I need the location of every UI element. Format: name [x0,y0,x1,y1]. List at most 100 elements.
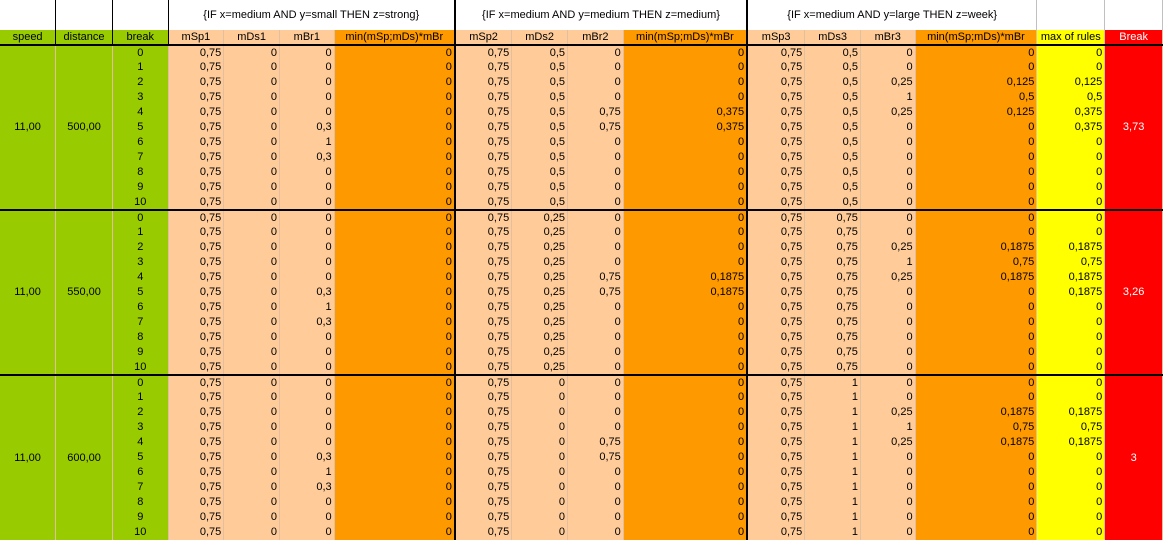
mds3-value[interactable]: 1 [804,480,861,495]
min2-value[interactable]: 0 [623,240,748,255]
mds1-value[interactable]: 0 [223,60,280,75]
msp1-value[interactable]: 0,75 [168,465,225,480]
msp3-value[interactable]: 0,75 [746,150,806,165]
mds3-value[interactable]: 0,75 [804,345,861,360]
mds1-value[interactable]: 0 [223,285,280,300]
mds1-value[interactable]: 0 [223,450,280,465]
min2-value[interactable]: 0 [623,180,748,195]
msp2-value[interactable]: 0,75 [453,465,513,480]
msp2-value[interactable]: 0,75 [453,135,513,150]
msp2-value[interactable]: 0,75 [453,510,513,525]
mbr1-value[interactable]: 0 [279,525,335,540]
min2-value[interactable]: 0 [623,525,748,540]
mbr3-value[interactable]: 0 [860,495,916,510]
min3-value[interactable]: 0 [915,525,1038,540]
msp3-value[interactable]: 0,75 [746,270,806,285]
mbr1-value[interactable]: 0 [279,90,335,105]
msp2-value[interactable]: 0,75 [453,225,513,240]
msp2-value[interactable]: 0,75 [453,240,513,255]
mds2-value[interactable]: 0,25 [511,300,569,315]
mbr2-value[interactable]: 0 [567,315,624,330]
mbr3-value[interactable]: 0,25 [860,75,916,90]
mds2-value[interactable]: 0,25 [511,225,569,240]
mbr3-value[interactable]: 1 [860,255,916,270]
msp3-value[interactable]: 0,75 [746,374,806,390]
mbr2-value[interactable]: 0 [567,465,624,480]
msp3-value[interactable]: 0,75 [746,120,806,135]
min1-value[interactable]: 0 [334,360,456,375]
mds3-value[interactable]: 0,5 [804,90,861,105]
break-value[interactable]: 10 [112,195,169,210]
msp3-value[interactable]: 0,75 [746,450,806,465]
mds1-value[interactable]: 0 [223,75,280,90]
mds3-value[interactable]: 0,75 [804,315,861,330]
msp1-value[interactable]: 0,75 [168,390,225,405]
min3-value[interactable]: 0 [915,450,1038,465]
msp1-value[interactable]: 0,75 [168,495,225,510]
msp3-value[interactable]: 0,75 [746,255,806,270]
mds1-value[interactable]: 0 [223,360,280,375]
msp2-value[interactable]: 0,75 [453,209,513,225]
msp3-value[interactable]: 0,75 [746,435,806,450]
break-value[interactable]: 5 [112,285,169,300]
break-value[interactable]: 1 [112,390,169,405]
msp2-value[interactable]: 0,75 [453,255,513,270]
min2-value[interactable]: 0 [623,435,748,450]
mds2-value[interactable]: 0,25 [511,330,569,345]
min1-value[interactable]: 0 [334,180,456,195]
mbr2-value[interactable]: 0 [567,165,624,180]
mds2-value[interactable]: 0,5 [511,60,569,75]
mbr2-value[interactable]: 0 [567,209,624,225]
break-value[interactable]: 7 [112,150,169,165]
min1-value[interactable]: 0 [334,435,456,450]
min3-value[interactable]: 0,1875 [915,435,1038,450]
mds1-value[interactable]: 0 [223,90,280,105]
max-value[interactable]: 0 [1036,450,1106,465]
msp2-value[interactable]: 0,75 [453,345,513,360]
mds1-value[interactable]: 0 [223,225,280,240]
mbr2-value[interactable]: 0 [567,480,624,495]
mds2-value[interactable]: 0 [511,465,569,480]
min1-value[interactable]: 0 [334,330,456,345]
mbr2-value[interactable]: 0 [567,225,624,240]
mbr3-value[interactable]: 0 [860,150,916,165]
msp2-value[interactable]: 0,75 [453,285,513,300]
msp2-value[interactable]: 0,75 [453,270,513,285]
msp3-value[interactable]: 0,75 [746,510,806,525]
mbr3-value[interactable]: 0 [860,450,916,465]
min1-value[interactable]: 0 [334,60,456,75]
mbr1-value[interactable]: 0 [279,255,335,270]
max-value[interactable]: 0,1875 [1036,405,1106,420]
msp1-value[interactable]: 0,75 [168,105,225,120]
max-value[interactable]: 0,375 [1036,105,1106,120]
msp3-value[interactable]: 0,75 [746,330,806,345]
break-value[interactable]: 5 [112,120,169,135]
min1-value[interactable]: 0 [334,225,456,240]
mds3-value[interactable]: 1 [804,405,861,420]
min2-value[interactable]: 0 [623,44,748,60]
max-value[interactable]: 0 [1036,300,1106,315]
break-value[interactable]: 8 [112,495,169,510]
min3-value[interactable]: 0,5 [915,90,1038,105]
break-value[interactable]: 4 [112,105,169,120]
mbr1-value[interactable]: 1 [279,135,335,150]
mds1-value[interactable]: 0 [223,270,280,285]
max-value[interactable]: 0,1875 [1036,240,1106,255]
min3-value[interactable]: 0 [915,390,1038,405]
min3-value[interactable]: 0,125 [915,75,1038,90]
max-value[interactable]: 0,1875 [1036,285,1106,300]
mds2-value[interactable]: 0 [511,390,569,405]
min3-value[interactable]: 0 [915,225,1038,240]
mds1-value[interactable]: 0 [223,465,280,480]
mbr1-value[interactable]: 0 [279,60,335,75]
mds1-value[interactable]: 0 [223,330,280,345]
mbr2-value[interactable]: 0,75 [567,105,624,120]
mbr2-value[interactable]: 0 [567,330,624,345]
mbr3-value[interactable]: 0 [860,180,916,195]
min3-value[interactable]: 0,75 [915,255,1038,270]
min3-value[interactable]: 0 [915,120,1038,135]
break-result-cell[interactable]: 3,26 [1104,209,1163,375]
mds1-value[interactable]: 0 [223,495,280,510]
mbr3-value[interactable]: 0 [860,360,916,375]
max-value[interactable]: 0 [1036,44,1106,60]
